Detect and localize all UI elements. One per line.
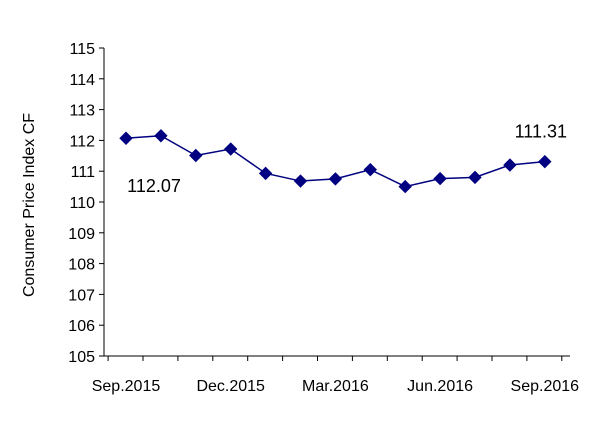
data-point-marker xyxy=(189,148,203,163)
x-tick-label: Dec.2015 xyxy=(196,378,265,395)
data-point-marker xyxy=(433,171,447,186)
annotations-layer: 112.07 111.31 xyxy=(127,122,567,197)
data-point-marker xyxy=(293,174,308,188)
y-tick-label: 106 xyxy=(68,318,95,335)
y-tick-label: 110 xyxy=(69,195,95,212)
y-tick-label: 108 xyxy=(68,257,95,274)
y-tick-label: 111 xyxy=(71,164,95,181)
y-tick-label: 113 xyxy=(69,103,95,120)
y-axis: 105 106 107 108 109 110 111 112 113 114 115 xyxy=(68,41,105,366)
y-tick-label: 112 xyxy=(69,133,95,150)
data-point-marker xyxy=(503,158,517,172)
series-layer xyxy=(119,129,552,194)
data-point-marker xyxy=(538,154,552,169)
x-tick-label: Jun.2016 xyxy=(407,378,473,395)
y-tick-label: 114 xyxy=(69,72,95,89)
y-tick-label: 109 xyxy=(68,226,95,243)
x-tick-label: Sep.2016 xyxy=(511,378,580,395)
x-tick-label: Sep.2015 xyxy=(92,378,161,395)
data-annotation: 111.31 xyxy=(515,122,567,142)
data-point-marker xyxy=(119,131,133,145)
data-point-marker xyxy=(328,172,343,186)
data-point-marker xyxy=(154,129,168,143)
data-point-marker xyxy=(258,166,273,181)
data-point-marker xyxy=(363,162,378,177)
data-point-marker xyxy=(398,179,412,194)
x-tick-label: Mar.2016 xyxy=(302,378,369,395)
data-point-marker xyxy=(468,170,482,185)
y-axis-label: Consumer Price Index CF xyxy=(21,113,38,297)
y-tick-label: 115 xyxy=(69,41,95,58)
y-tick-label: 105 xyxy=(68,349,95,366)
y-tick-label: 107 xyxy=(68,287,95,304)
x-axis: Sep.2015 Dec.2015 Mar.2016 Jun.2016 Sep.2016 xyxy=(92,355,580,395)
data-annotation: 112.07 xyxy=(127,176,181,196)
data-point-marker xyxy=(223,142,238,156)
